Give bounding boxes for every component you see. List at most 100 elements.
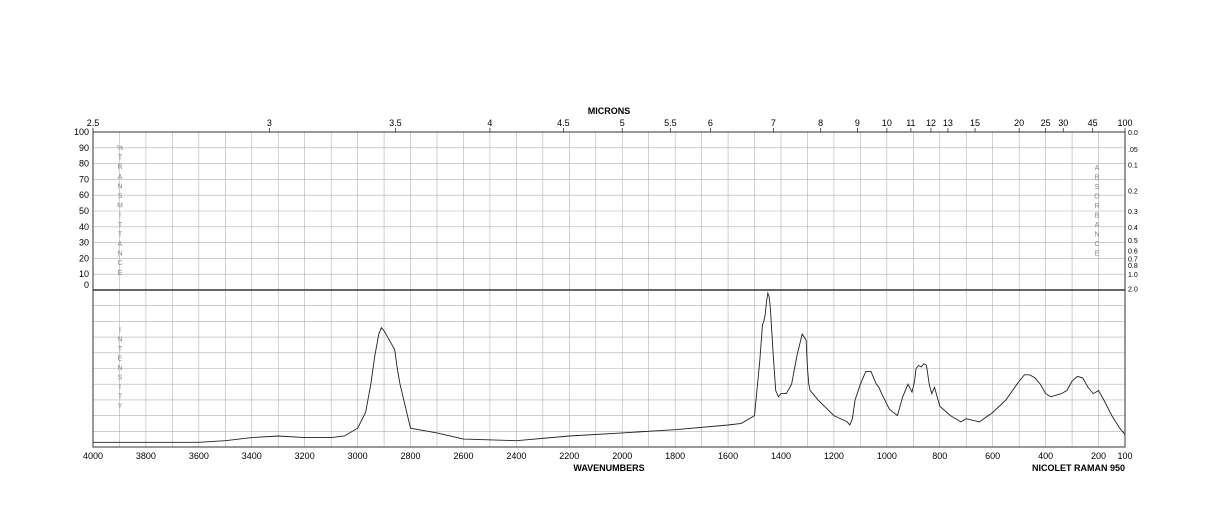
- x-tick-label: 2400: [506, 451, 526, 461]
- micron-tick-label: 15: [970, 118, 980, 128]
- micron-tick-label: 3.5: [389, 118, 402, 128]
- micron-tick-label: 10: [882, 118, 892, 128]
- plot-frame: [92, 131, 1126, 448]
- vertical-label-absorbance: B: [1095, 213, 1100, 220]
- x-tick-label: 1400: [771, 451, 791, 461]
- x-tick-label: 2800: [401, 451, 421, 461]
- vertical-label-transmittance: A: [118, 174, 123, 181]
- x-tick-label: 1600: [718, 451, 738, 461]
- transmittance-tick-label: 10: [79, 269, 89, 279]
- vertical-label-absorbance: R: [1094, 203, 1099, 210]
- instrument-label: NICOLET RAMAN 950: [1032, 463, 1125, 473]
- x-tick-label: 1200: [824, 451, 844, 461]
- vertical-label-transmittance: A: [118, 241, 123, 248]
- transmittance-tick-label: 30: [79, 238, 89, 248]
- vertical-label-transmittance: I: [119, 212, 121, 219]
- vertical-label-transmittance: %: [117, 145, 123, 152]
- vertical-label-transmittance: M: [117, 203, 123, 210]
- micron-tick-label: 4.5: [557, 118, 570, 128]
- absorbance-tick-label: 0.0: [1128, 130, 1138, 137]
- axis-labels: 4000 3800 3600 3400 3200 3000 2800 2600 2400 2200…: [74, 118, 1138, 461]
- vertical-label-absorbance: C: [1094, 241, 1099, 248]
- absorbance-tick-label: 0.1: [1128, 162, 1138, 169]
- micron-tick-label: 100: [1117, 118, 1132, 128]
- micron-tick-label: 5.5: [664, 118, 677, 128]
- x-tick-label: 200: [1091, 451, 1106, 461]
- micron-tick-label: 4: [487, 118, 492, 128]
- vertical-label-intensity: S: [118, 375, 123, 382]
- transmittance-tick-label: 50: [79, 206, 89, 216]
- absorbance-tick-label: 0.2: [1128, 188, 1138, 195]
- vertical-label-transmittance: E: [118, 270, 123, 277]
- x-tick-label: 3400: [242, 451, 262, 461]
- micron-tick-label: 12: [926, 118, 936, 128]
- micron-tick-label: 8: [818, 118, 823, 128]
- micron-tick-label: 13: [943, 118, 953, 128]
- absorbance-tick-label: 0.7: [1128, 256, 1138, 263]
- micron-tick-label: 11: [906, 118, 915, 128]
- micron-tick-label: 5: [620, 118, 625, 128]
- vertical-label-absorbance: B: [1095, 175, 1100, 182]
- vertical-label-transmittance: T: [118, 155, 123, 162]
- vertical-label-intensity: I: [119, 384, 121, 391]
- x-tick-label: 2200: [559, 451, 579, 461]
- spectrum-line: [93, 291, 1126, 443]
- transmittance-tick-label: 80: [79, 159, 89, 169]
- vertical-label-absorbance: N: [1094, 232, 1099, 239]
- absorbance-tick-label: 0.3: [1128, 209, 1138, 216]
- vertical-label-transmittance: T: [118, 231, 123, 238]
- vertical-label-transmittance: C: [117, 260, 122, 267]
- x-tick-label: 4000: [83, 451, 103, 461]
- x-tick-label: 2000: [612, 451, 632, 461]
- absorbance-tick-label: 1.0: [1128, 272, 1138, 279]
- vertical-label-intensity: T: [118, 394, 123, 401]
- vertical-label-transmittance: S: [118, 193, 123, 200]
- vertical-label-intensity: N: [117, 365, 122, 372]
- vertical-label-absorbance: O: [1094, 194, 1100, 201]
- x-tick-label: 600: [985, 451, 1000, 461]
- transmittance-tick-label: 40: [79, 222, 89, 232]
- transmittance-tick-label: 70: [79, 174, 89, 184]
- absorbance-tick-label: 0.5: [1128, 238, 1138, 245]
- transmittance-tick-label: 100: [74, 127, 89, 137]
- micron-tick-label: 45: [1088, 118, 1098, 128]
- x-tick-label: 400: [1038, 451, 1053, 461]
- micron-tick-label: 2.5: [87, 118, 100, 128]
- transmittance-tick-label: 90: [79, 143, 89, 153]
- micron-tick-label: 7: [771, 118, 776, 128]
- x-tick-label: 100: [1117, 451, 1132, 461]
- x-tick-label: 1800: [665, 451, 685, 461]
- vertical-label-transmittance: N: [117, 183, 122, 190]
- vertical-label-absorbance: S: [1095, 184, 1100, 191]
- vertical-label-intensity: N: [117, 337, 122, 344]
- x-tick-label: 3000: [348, 451, 368, 461]
- micron-tick-label: 20: [1014, 118, 1024, 128]
- micron-tick-label: 9: [855, 118, 860, 128]
- vertical-label-intensity: Y: [118, 403, 123, 410]
- x-axis-title: WAVENUMBERS: [573, 463, 644, 473]
- absorbance-tick-label: .05: [1128, 147, 1138, 154]
- vertical-label-intensity: T: [118, 346, 123, 353]
- absorbance-tick-label: 0.8: [1128, 263, 1138, 270]
- x-tick-label: 1000: [877, 451, 897, 461]
- absorbance-tick-label: 2.0: [1128, 286, 1138, 293]
- vertical-label-transmittance: N: [117, 251, 122, 258]
- vertical-label-absorbance: A: [1095, 222, 1100, 229]
- top-axis-title: MICRONS: [588, 106, 631, 116]
- transmittance-tick-label: 60: [79, 190, 89, 200]
- transmittance-tick-label: 0: [84, 280, 89, 290]
- micron-tick-label: 25: [1041, 118, 1051, 128]
- vertical-label-transmittance: T: [118, 222, 123, 229]
- vertical-label-absorbance: E: [1095, 251, 1100, 258]
- transmittance-tick-label: 20: [79, 253, 89, 263]
- micron-tick-label: 30: [1058, 118, 1068, 128]
- x-tick-label: 3600: [189, 451, 209, 461]
- vertical-label-transmittance: R: [117, 164, 122, 171]
- vertical-label-intensity: E: [118, 356, 123, 363]
- x-tick-label: 2600: [453, 451, 473, 461]
- absorbance-tick-label: 0.6: [1128, 248, 1138, 255]
- vertical-label-absorbance: A: [1095, 165, 1100, 172]
- micron-tick-label: 6: [708, 118, 713, 128]
- x-tick-label: 3800: [136, 451, 156, 461]
